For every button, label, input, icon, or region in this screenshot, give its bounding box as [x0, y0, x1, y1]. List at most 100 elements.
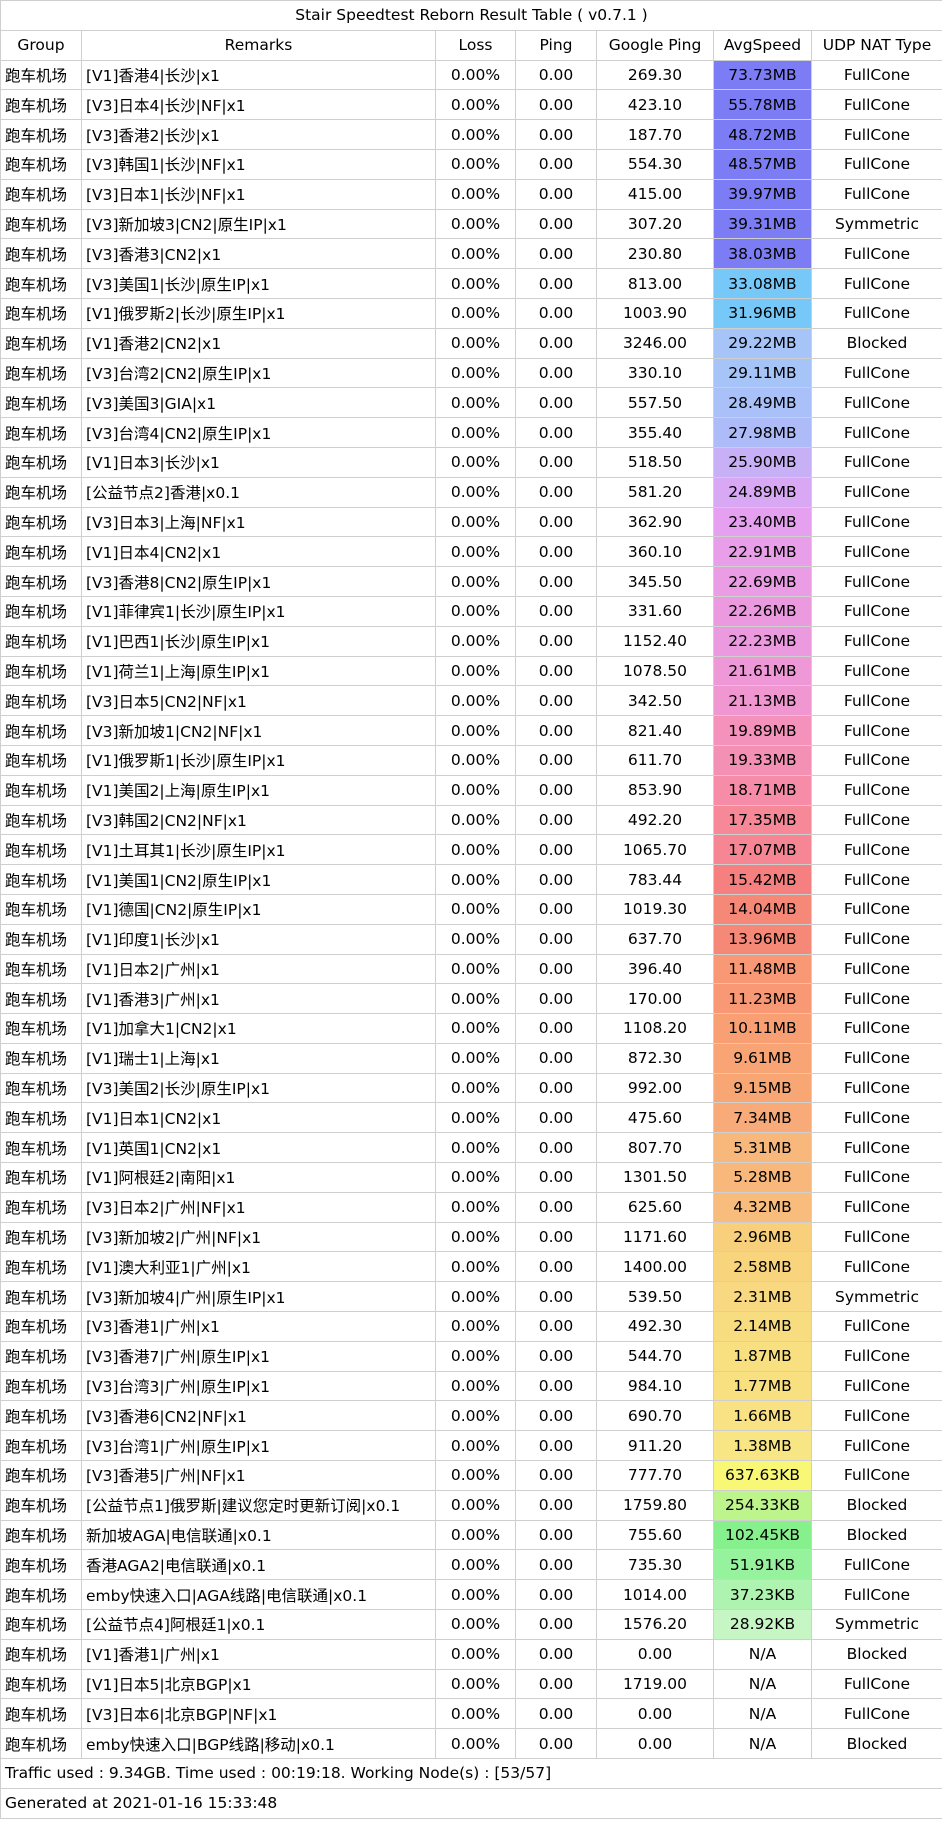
cell-google-ping: 331.60: [596, 595, 714, 627]
cell-google-ping: 1003.90: [596, 297, 714, 329]
cell-ping: 0.00: [515, 774, 597, 806]
cell-loss: 0.00%: [435, 89, 516, 121]
cell-udp-nat-type: FullCone: [811, 1162, 942, 1193]
cell-ping: 0.00: [515, 685, 597, 717]
cell-remarks: [V3]台湾1|广州|原生IP|x1: [81, 1430, 436, 1462]
cell-remarks: 香港AGA2|电信联通|x0.1: [81, 1549, 436, 1581]
cell-loss: 0.00%: [435, 1430, 516, 1462]
cell-ping: 0.00: [515, 1609, 597, 1640]
cell-ping: 0.00: [515, 119, 597, 150]
cell-avgspeed: 28.92KB: [713, 1609, 812, 1640]
cell-avgspeed: 22.23MB: [713, 625, 812, 657]
title-row: Stair Speedtest Reborn Result Table ( v0…: [0, 0, 942, 31]
cell-ping: 0.00: [515, 834, 597, 866]
cell-loss: 0.00%: [435, 566, 516, 597]
cell-group: 跑车机场: [0, 1549, 82, 1581]
cell-avgspeed: 10.11MB: [713, 1013, 812, 1044]
cell-group: 跑车机场: [0, 446, 82, 478]
cell-ping: 0.00: [515, 297, 597, 329]
cell-google-ping: 581.20: [596, 476, 714, 508]
cell-group: 跑车机场: [0, 983, 82, 1015]
cell-google-ping: 735.30: [596, 1549, 714, 1581]
table-row: 跑车机场 [V3]韩国1|长沙|NF|x1 0.00% 0.00 554.30 48.57…: [0, 148, 942, 180]
cell-loss: 0.00%: [435, 208, 516, 240]
cell-group: 跑车机场: [0, 297, 82, 329]
header-ping: Ping: [515, 29, 597, 61]
cell-group: 跑车机场: [0, 1132, 82, 1164]
cell-group: 跑车机场: [0, 1430, 82, 1462]
cell-udp-nat-type: FullCone: [811, 595, 942, 627]
cell-loss: 0.00%: [435, 178, 516, 210]
cell-remarks: [V3]韩国1|长沙|NF|x1: [81, 148, 436, 180]
cell-ping: 0.00: [515, 59, 597, 91]
cell-avgspeed: 5.28MB: [713, 1162, 812, 1193]
cell-group: 跑车机场: [0, 834, 82, 866]
cell-ping: 0.00: [515, 1072, 597, 1104]
cell-remarks: [V1]瑞士1|上海|x1: [81, 1042, 436, 1074]
cell-loss: 0.00%: [435, 536, 516, 568]
cell-remarks: [V1]美国2|上海|原生IP|x1: [81, 774, 436, 806]
cell-group: 跑车机场: [0, 1728, 82, 1760]
cell-loss: 0.00%: [435, 1311, 516, 1342]
cell-ping: 0.00: [515, 625, 597, 657]
cell-group: 跑车机场: [0, 327, 82, 359]
cell-ping: 0.00: [515, 715, 597, 746]
cell-loss: 0.00%: [435, 327, 516, 359]
table-row: 跑车机场 [V3]美国3|GIA|x1 0.00% 0.00 557.50 28.49MB…: [0, 387, 942, 419]
cell-ping: 0.00: [515, 1042, 597, 1074]
cell-loss: 0.00%: [435, 715, 516, 746]
cell-avgspeed: 637.63KB: [713, 1460, 812, 1491]
cell-group: 跑车机场: [0, 536, 82, 568]
cell-group: 跑车机场: [0, 1281, 82, 1313]
cell-group: 跑车机场: [0, 1072, 82, 1104]
cell-avgspeed: 24.89MB: [713, 476, 812, 508]
cell-udp-nat-type: FullCone: [811, 715, 942, 746]
cell-ping: 0.00: [515, 536, 597, 568]
cell-remarks: [V1]巴西1|长沙|原生IP|x1: [81, 625, 436, 657]
cell-group: 跑车机场: [0, 774, 82, 806]
traffic-summary: Traffic used : 9.34GB. Time used : 00:19…: [0, 1758, 942, 1789]
cell-group: 跑车机场: [0, 1042, 82, 1074]
cell-remarks: [V3]美国3|GIA|x1: [81, 387, 436, 419]
cell-ping: 0.00: [515, 89, 597, 121]
cell-loss: 0.00%: [435, 297, 516, 329]
table-row: 跑车机场 [V3]香港8|CN2|原生IP|x1 0.00% 0.00 345.50 22…: [0, 566, 942, 597]
table-row: 跑车机场 新加坡AGA|电信联通|x0.1 0.00% 0.00 755.60 102.4…: [0, 1519, 942, 1551]
cell-google-ping: 755.60: [596, 1519, 714, 1551]
cell-avgspeed: 39.97MB: [713, 178, 812, 210]
cell-loss: 0.00%: [435, 1162, 516, 1193]
cell-avgspeed: 48.57MB: [713, 148, 812, 180]
table-row: 跑车机场 [V3]日本5|CN2|NF|x1 0.00% 0.00 342.50 21.1…: [0, 685, 942, 717]
cell-ping: 0.00: [515, 1340, 597, 1372]
cell-group: 跑车机场: [0, 1370, 82, 1402]
cell-udp-nat-type: FullCone: [811, 536, 942, 568]
table-row: 跑车机场 [V3]台湾4|CN2|原生IP|x1 0.00% 0.00 355.40 27…: [0, 417, 942, 448]
cell-ping: 0.00: [515, 864, 597, 895]
cell-loss: 0.00%: [435, 1102, 516, 1134]
cell-udp-nat-type: FullCone: [811, 1400, 942, 1432]
cell-ping: 0.00: [515, 923, 597, 955]
cell-group: 跑车机场: [0, 59, 82, 91]
cell-remarks: [V3]新加坡2|广州|NF|x1: [81, 1221, 436, 1253]
cell-remarks: [V3]日本6|北京BGP|NF|x1: [81, 1698, 436, 1730]
cell-avgspeed: 22.69MB: [713, 566, 812, 597]
table-row: 跑车机场 [V3]香港3|CN2|x1 0.00% 0.00 230.80 38.03MB…: [0, 238, 942, 270]
cell-ping: 0.00: [515, 1013, 597, 1044]
cell-ping: 0.00: [515, 268, 597, 299]
cell-ping: 0.00: [515, 148, 597, 180]
cell-loss: 0.00%: [435, 1400, 516, 1432]
cell-avgspeed: 13.96MB: [713, 923, 812, 955]
cell-udp-nat-type: FullCone: [811, 1102, 942, 1134]
cell-ping: 0.00: [515, 1728, 597, 1760]
cell-remarks: [V1]日本5|北京BGP|x1: [81, 1668, 436, 1700]
table-row: 跑车机场 [V3]香港5|广州|NF|x1 0.00% 0.00 777.70 637.6…: [0, 1460, 942, 1491]
cell-avgspeed: 37.23KB: [713, 1579, 812, 1611]
cell-google-ping: 625.60: [596, 1191, 714, 1223]
cell-udp-nat-type: Blocked: [811, 1489, 942, 1521]
cell-remarks: [V1]菲律宾1|长沙|原生IP|x1: [81, 595, 436, 627]
table-row: 跑车机场 [V1]香港3|广州|x1 0.00% 0.00 170.00 11.23MB F…: [0, 983, 942, 1015]
cell-udp-nat-type: Symmetric: [811, 1281, 942, 1313]
table-row: 跑车机场 [V1]日本2|广州|x1 0.00% 0.00 396.40 11.48MB F…: [0, 953, 942, 985]
table-row: 跑车机场 [V1]印度1|长沙|x1 0.00% 0.00 637.70 13.96MB F…: [0, 923, 942, 955]
cell-group: 跑车机场: [0, 864, 82, 895]
